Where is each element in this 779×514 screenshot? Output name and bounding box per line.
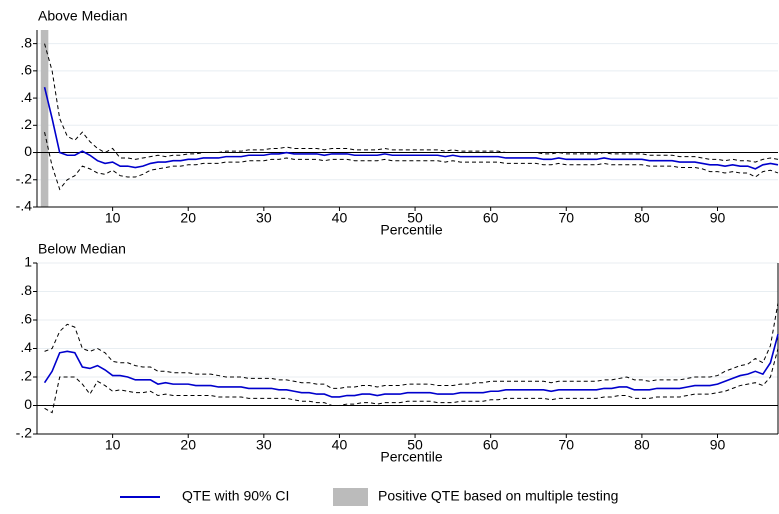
y-tick-label: 1 <box>24 254 32 270</box>
legend-label: QTE with 90% CI <box>182 488 289 504</box>
y-tick-label: -.4 <box>16 198 33 214</box>
y-tick-label: -.2 <box>16 170 33 186</box>
y-tick-label: .4 <box>20 339 32 355</box>
x-tick-label: 20 <box>180 210 196 226</box>
y-tick-label: .6 <box>20 311 32 327</box>
y-tick-label: .6 <box>20 62 32 78</box>
x-tick-label: 10 <box>105 210 121 226</box>
y-tick-label: .2 <box>20 368 32 384</box>
y-tick-label: .8 <box>20 282 32 298</box>
y-tick-label: .8 <box>20 34 32 50</box>
x-tick-label: 80 <box>634 437 650 453</box>
y-tick-label: .2 <box>20 116 32 132</box>
x-tick-label: 90 <box>710 437 726 453</box>
y-tick-label: 0 <box>24 143 32 159</box>
ci-upper-line <box>44 43 779 163</box>
panel-title: Below Median <box>38 241 126 257</box>
x-tick-label: 40 <box>332 210 348 226</box>
x-tick-label: 30 <box>256 437 272 453</box>
qte-line <box>43 86 779 170</box>
qte-line <box>43 334 779 398</box>
x-tick-label: 40 <box>332 437 348 453</box>
ci-lower-line <box>44 132 779 191</box>
x-axis-label: Percentile <box>380 222 442 238</box>
x-tick-label: 90 <box>710 210 726 226</box>
ci-upper-line <box>44 302 779 389</box>
x-tick-label: 50 <box>407 210 423 226</box>
shade-region <box>40 30 49 207</box>
y-tick-label: .4 <box>20 89 32 105</box>
x-tick-label: 30 <box>256 210 272 226</box>
y-tick-label: -.2 <box>16 425 33 441</box>
legend-label: Positive QTE based on multiple testing <box>378 488 618 504</box>
panel-title: Above Median <box>38 8 128 24</box>
x-tick-label: 60 <box>483 437 499 453</box>
x-tick-label: 20 <box>180 437 196 453</box>
x-tick-label: 10 <box>105 437 121 453</box>
x-tick-label: 70 <box>558 437 574 453</box>
x-tick-label: 80 <box>634 210 650 226</box>
y-tick-label: 0 <box>24 396 32 412</box>
x-tick-label: 50 <box>407 437 423 453</box>
x-tick-label: 60 <box>483 210 499 226</box>
ci-lower-line <box>44 348 779 414</box>
x-axis-label: Percentile <box>380 449 442 465</box>
x-tick-label: 70 <box>558 210 574 226</box>
legend-shade-swatch <box>333 488 368 506</box>
